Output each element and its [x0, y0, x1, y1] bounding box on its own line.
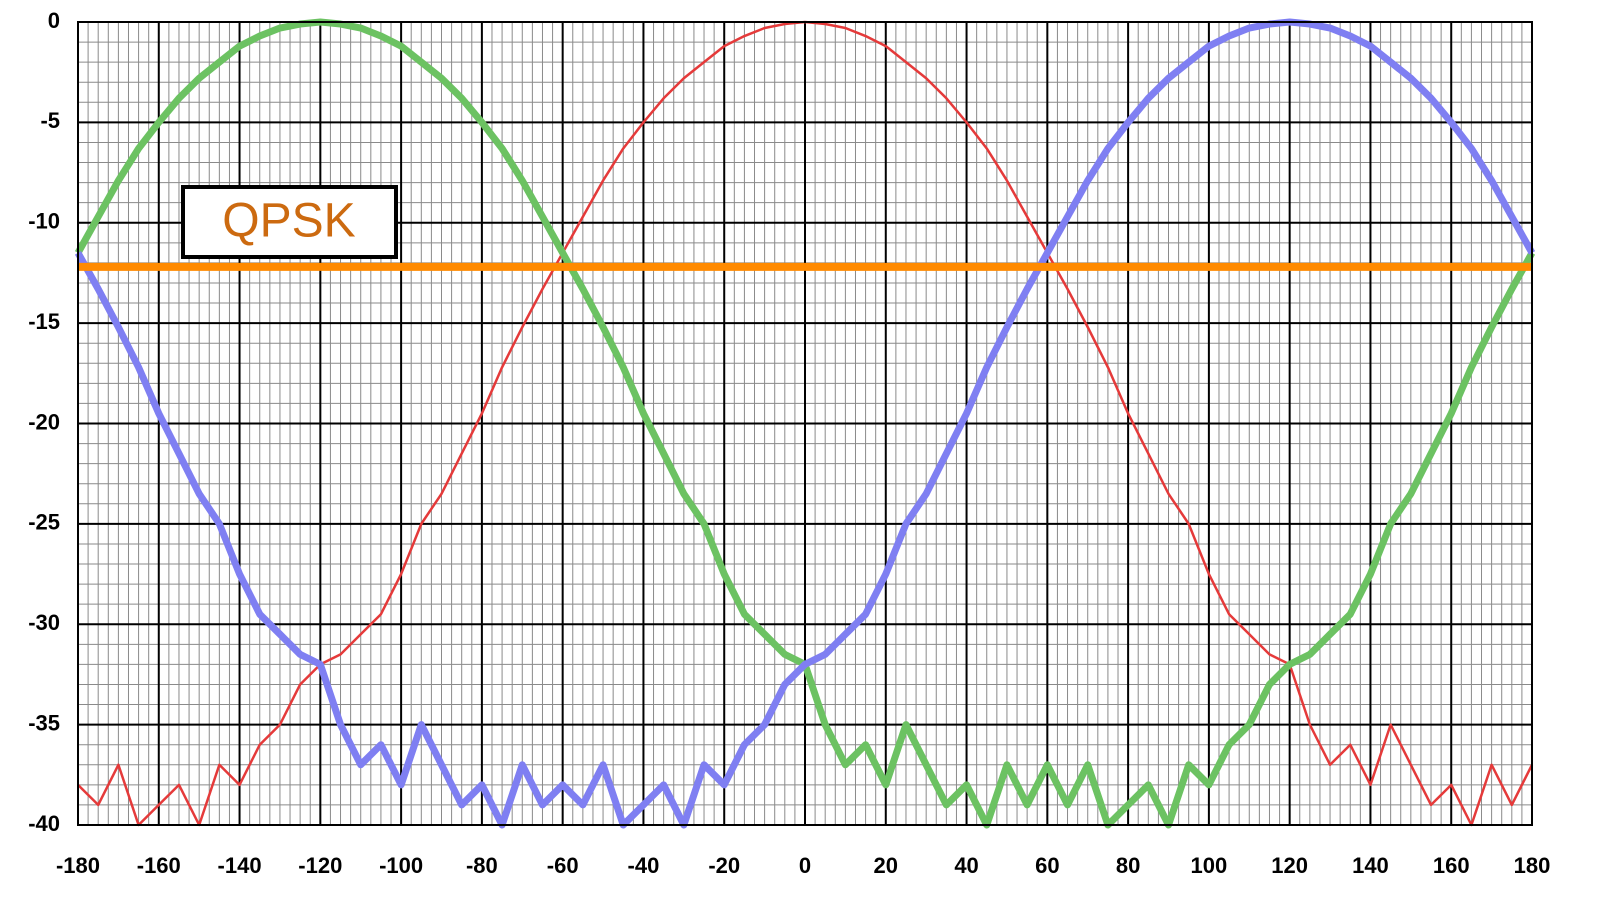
x-tick-label: -120: [298, 853, 342, 878]
x-tick-label: 120: [1271, 853, 1308, 878]
y-tick-label: -5: [40, 108, 60, 133]
x-tick-label: -160: [137, 853, 181, 878]
y-tick-label: -35: [28, 710, 60, 735]
y-tick-label: -15: [28, 309, 60, 334]
y-tick-label: -40: [28, 811, 60, 836]
x-tick-label: 100: [1191, 853, 1228, 878]
x-tick-label: -60: [547, 853, 579, 878]
x-tick-label: 140: [1352, 853, 1389, 878]
x-tick-label: 40: [954, 853, 978, 878]
y-tick-label: -30: [28, 610, 60, 635]
x-tick-label: 160: [1433, 853, 1470, 878]
x-tick-label: 180: [1514, 853, 1551, 878]
plot-border: [77, 21, 1533, 826]
y-tick-label: -20: [28, 409, 60, 434]
x-tick-label: -100: [379, 853, 423, 878]
y-tick-label: 0: [48, 8, 60, 33]
x-tick-label: -20: [708, 853, 740, 878]
x-tick-label: 60: [1035, 853, 1059, 878]
annotation-box: [181, 185, 398, 259]
annotation-label: QPSK: [222, 195, 355, 248]
x-tick-label: 0: [799, 853, 811, 878]
x-tick-label: -180: [56, 853, 100, 878]
y-tick-label: -25: [28, 510, 60, 535]
x-tick-label: 20: [874, 853, 898, 878]
x-tick-label: -40: [628, 853, 660, 878]
x-tick-label: 80: [1116, 853, 1140, 878]
x-tick-label: -140: [218, 853, 262, 878]
x-tick-label: -80: [466, 853, 498, 878]
y-tick-label: -10: [28, 209, 60, 234]
